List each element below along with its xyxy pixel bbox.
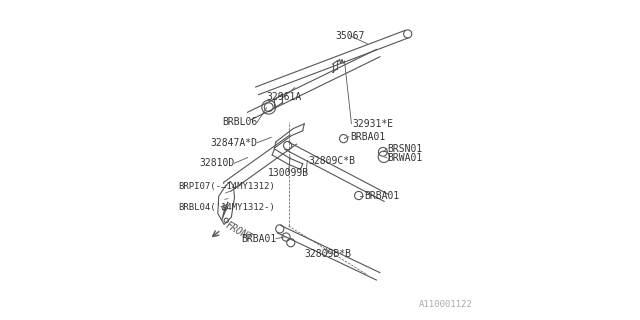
- Text: BRWA01: BRWA01: [388, 153, 423, 164]
- Text: BRBA01: BRBA01: [350, 132, 385, 142]
- Text: 32961A: 32961A: [266, 92, 301, 102]
- Text: BRSN01: BRSN01: [388, 144, 423, 154]
- Text: 32809B*B: 32809B*B: [305, 249, 351, 259]
- Text: 32809C*B: 32809C*B: [308, 156, 355, 166]
- Text: BRBA01: BRBA01: [241, 234, 276, 244]
- Text: 32847A*D: 32847A*D: [210, 138, 257, 148]
- Text: BRBA01: BRBA01: [364, 191, 399, 201]
- Text: BRBL06: BRBL06: [222, 117, 257, 127]
- Text: 35067: 35067: [335, 31, 365, 41]
- Text: 32810D: 32810D: [199, 158, 234, 168]
- Text: BRBL04('14MY1312-): BRBL04('14MY1312-): [178, 203, 275, 212]
- Text: BRPI07(-'14MY1312): BRPI07(-'14MY1312): [178, 182, 275, 191]
- Text: 130099B: 130099B: [268, 168, 309, 178]
- Text: A110001122: A110001122: [419, 300, 472, 309]
- Text: 32931*E: 32931*E: [352, 119, 393, 129]
- Text: FRONT: FRONT: [223, 220, 253, 244]
